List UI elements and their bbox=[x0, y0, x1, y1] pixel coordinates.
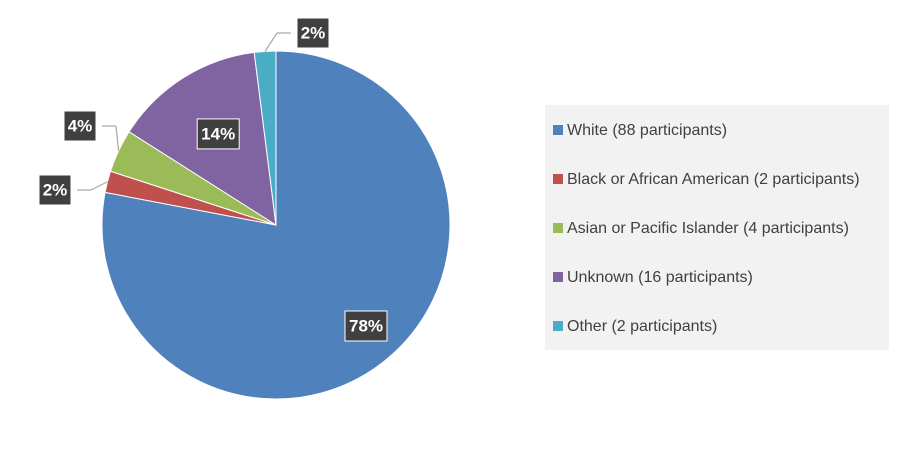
data-label: 2% bbox=[43, 180, 68, 199]
data-label: 14% bbox=[201, 124, 235, 143]
leader-line bbox=[115, 125, 120, 151]
data-label-box bbox=[38, 174, 72, 206]
legend-label: Unknown (16 participants) bbox=[567, 269, 753, 286]
legend-label: White (88 participants) bbox=[567, 122, 727, 139]
legend-swatch bbox=[553, 321, 563, 331]
legend-swatch bbox=[553, 125, 563, 135]
legend-swatch bbox=[553, 174, 563, 184]
leader-line bbox=[264, 32, 278, 52]
data-label: 4% bbox=[68, 116, 93, 135]
data-label: 2% bbox=[301, 23, 326, 42]
leader-line bbox=[90, 181, 108, 191]
data-label-box bbox=[344, 310, 388, 342]
legend-label: Other (2 participants) bbox=[567, 318, 717, 335]
data-label-box bbox=[196, 118, 240, 150]
data-label-box bbox=[63, 110, 97, 142]
data-label: 78% bbox=[349, 316, 383, 335]
legend-box bbox=[545, 105, 889, 350]
legend-label: Black or African American (2 participant… bbox=[567, 171, 860, 188]
data-label-box bbox=[296, 17, 330, 49]
legend-swatch bbox=[553, 272, 563, 282]
legend-swatch bbox=[553, 223, 563, 233]
legend-label: Asian or Pacific Islander (4 participant… bbox=[567, 220, 849, 237]
